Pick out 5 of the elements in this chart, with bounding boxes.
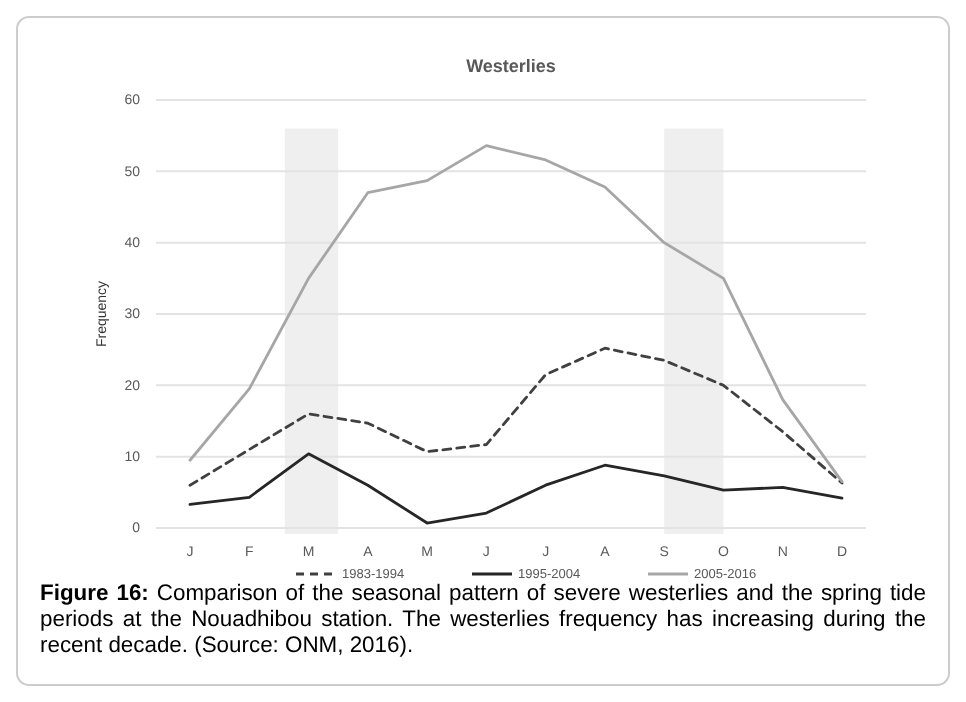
line-series	[188, 452, 844, 525]
caption: Figure 16: Comparison of the seasonal pattern of severe westerlies and the spring tide periods at the Nouadhibou station. The westerlies frequency has increasing during the recent decade. (Source: ONM, 2016).	[40, 582, 926, 658]
line-series	[188, 144, 844, 484]
chart-title: Westerlies	[466, 56, 556, 76]
line-series	[188, 346, 844, 487]
